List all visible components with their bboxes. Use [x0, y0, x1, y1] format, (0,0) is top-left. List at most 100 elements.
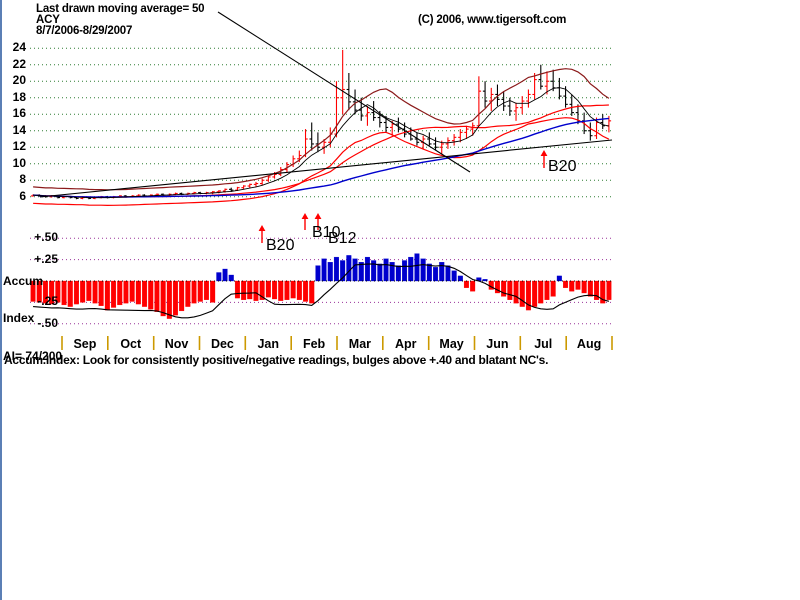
ai-histogram-bar — [160, 280, 166, 317]
ai-signal-line — [33, 263, 610, 319]
ai-histogram-bar — [594, 280, 600, 300]
ai-histogram-bar — [278, 280, 284, 301]
ai-histogram-bar — [172, 280, 178, 316]
ohlc-bar — [557, 77, 562, 100]
ohlc-bar — [495, 84, 500, 106]
ai-histogram-bar — [117, 280, 123, 306]
ai-histogram-bar — [42, 280, 48, 304]
price-overlay-lines — [33, 11, 613, 207]
ai-histogram-bar — [333, 256, 339, 282]
ai-y-tick-label: -.25 — [37, 294, 58, 309]
ai-histogram-bar — [197, 280, 203, 302]
ai-histogram-bar — [457, 275, 463, 282]
ai-histogram-bar — [216, 272, 222, 282]
ai-histogram-bar — [525, 280, 531, 311]
ai-histogram-bar — [352, 258, 358, 282]
ai-histogram-bar — [377, 263, 383, 282]
ai-histogram-bar — [575, 280, 581, 290]
ai-histogram-bar — [519, 280, 525, 307]
ai-histogram-bar — [606, 280, 612, 300]
ai-signal-curve — [33, 263, 610, 319]
buy-arrow-ai-b12 — [314, 213, 322, 230]
ohlc-bar — [253, 181, 259, 187]
ai-histogram-bar — [86, 280, 92, 301]
ai-histogram-bar — [470, 280, 476, 292]
ai-histogram-bar — [433, 267, 439, 282]
ai-histogram-bar — [253, 280, 259, 301]
ai-y-tick-label: +.50 — [34, 230, 58, 245]
annotation-price-b20: B20 — [548, 158, 577, 175]
ohlc-bar — [340, 49, 345, 115]
ohlc-bar — [433, 137, 438, 151]
ai-histogram-bar — [364, 256, 370, 282]
ai-histogram-bar — [191, 280, 197, 304]
price-y-tick-label: 14 — [12, 122, 26, 137]
ai-histogram-bar — [383, 258, 389, 282]
downtrend-line — [217, 11, 471, 173]
ai-histogram-bar — [148, 280, 154, 310]
annotation-ai-b20: B20 — [266, 237, 295, 254]
ai-histogram-bar — [290, 280, 296, 299]
ai-histogram-bar — [426, 263, 432, 282]
ai-histogram-bar — [451, 270, 457, 282]
ai-histogram-bar — [538, 280, 544, 304]
ohlc-bar — [563, 86, 568, 108]
ohlc-bar — [520, 96, 525, 115]
ai-histogram-bar — [123, 280, 129, 304]
short-trend-line — [33, 87, 609, 199]
ai-y-tick-label: -.50 — [37, 315, 58, 330]
buy-arrow-ai-b10 — [301, 213, 309, 230]
ohlc-bar — [259, 178, 265, 186]
price-y-tick-label: 6 — [19, 188, 26, 203]
buy-arrows — [258, 150, 548, 243]
ai-histogram-bar — [92, 280, 98, 304]
ai-histogram-bar — [507, 280, 513, 300]
price-y-tick-label: 22 — [12, 56, 26, 71]
ai-histogram-bar — [532, 280, 538, 307]
ai-histogram-bar — [309, 280, 315, 304]
lower-band-line — [33, 117, 610, 207]
ai-histogram-bar — [482, 279, 488, 282]
buy-arrow-price-b20 — [540, 150, 548, 168]
ohlc-bar — [501, 91, 506, 111]
ai-histogram-bar — [315, 265, 321, 282]
ohlc-bar — [284, 162, 290, 172]
ohlc-bar — [451, 134, 457, 146]
ohlc-bar — [427, 132, 432, 146]
ai-histogram-bar — [234, 280, 240, 299]
ai-histogram-bar — [371, 260, 377, 282]
ohlc-bar — [600, 114, 605, 130]
month-label: Mar — [348, 337, 372, 351]
ai-histogram-bar — [210, 280, 216, 303]
ohlc-bar — [359, 97, 364, 121]
ai-histogram-bar — [135, 280, 141, 305]
price-y-tick-label: 12 — [12, 139, 26, 154]
ohlc-bar — [532, 73, 537, 100]
ohlc-bar — [352, 89, 358, 115]
ai-histogram-bar — [395, 265, 401, 282]
price-y-tick-label: 20 — [12, 73, 26, 88]
ai-histogram-bar — [513, 280, 519, 304]
ai-histogram-bar — [49, 280, 55, 305]
ai-histogram-bar — [111, 280, 117, 308]
price-y-tick-label: 10 — [12, 155, 26, 170]
accum-index-label: Accum Index AI= 74/200 — [3, 250, 62, 387]
ai-histogram-bar — [179, 280, 185, 312]
ai-histogram-bar — [296, 280, 302, 300]
ai-histogram-bar — [104, 280, 110, 311]
ai-histogram-bar — [563, 280, 569, 288]
month-tick-marks — [61, 336, 613, 350]
moving-average-line — [33, 117, 609, 198]
ai-histogram-bar — [321, 258, 327, 282]
ohlc-bar — [315, 132, 321, 153]
month-label: Aug — [576, 337, 602, 351]
chart-canvas — [30, 11, 613, 350]
ai-histogram-bar — [203, 280, 209, 300]
price-y-tick-label: 18 — [12, 89, 26, 104]
ai-histogram-bar — [408, 256, 414, 282]
month-label: Jul — [534, 337, 553, 351]
month-label: Feb — [302, 337, 326, 351]
ohlc-bar — [414, 132, 420, 146]
ai-histogram-bar — [501, 280, 507, 297]
